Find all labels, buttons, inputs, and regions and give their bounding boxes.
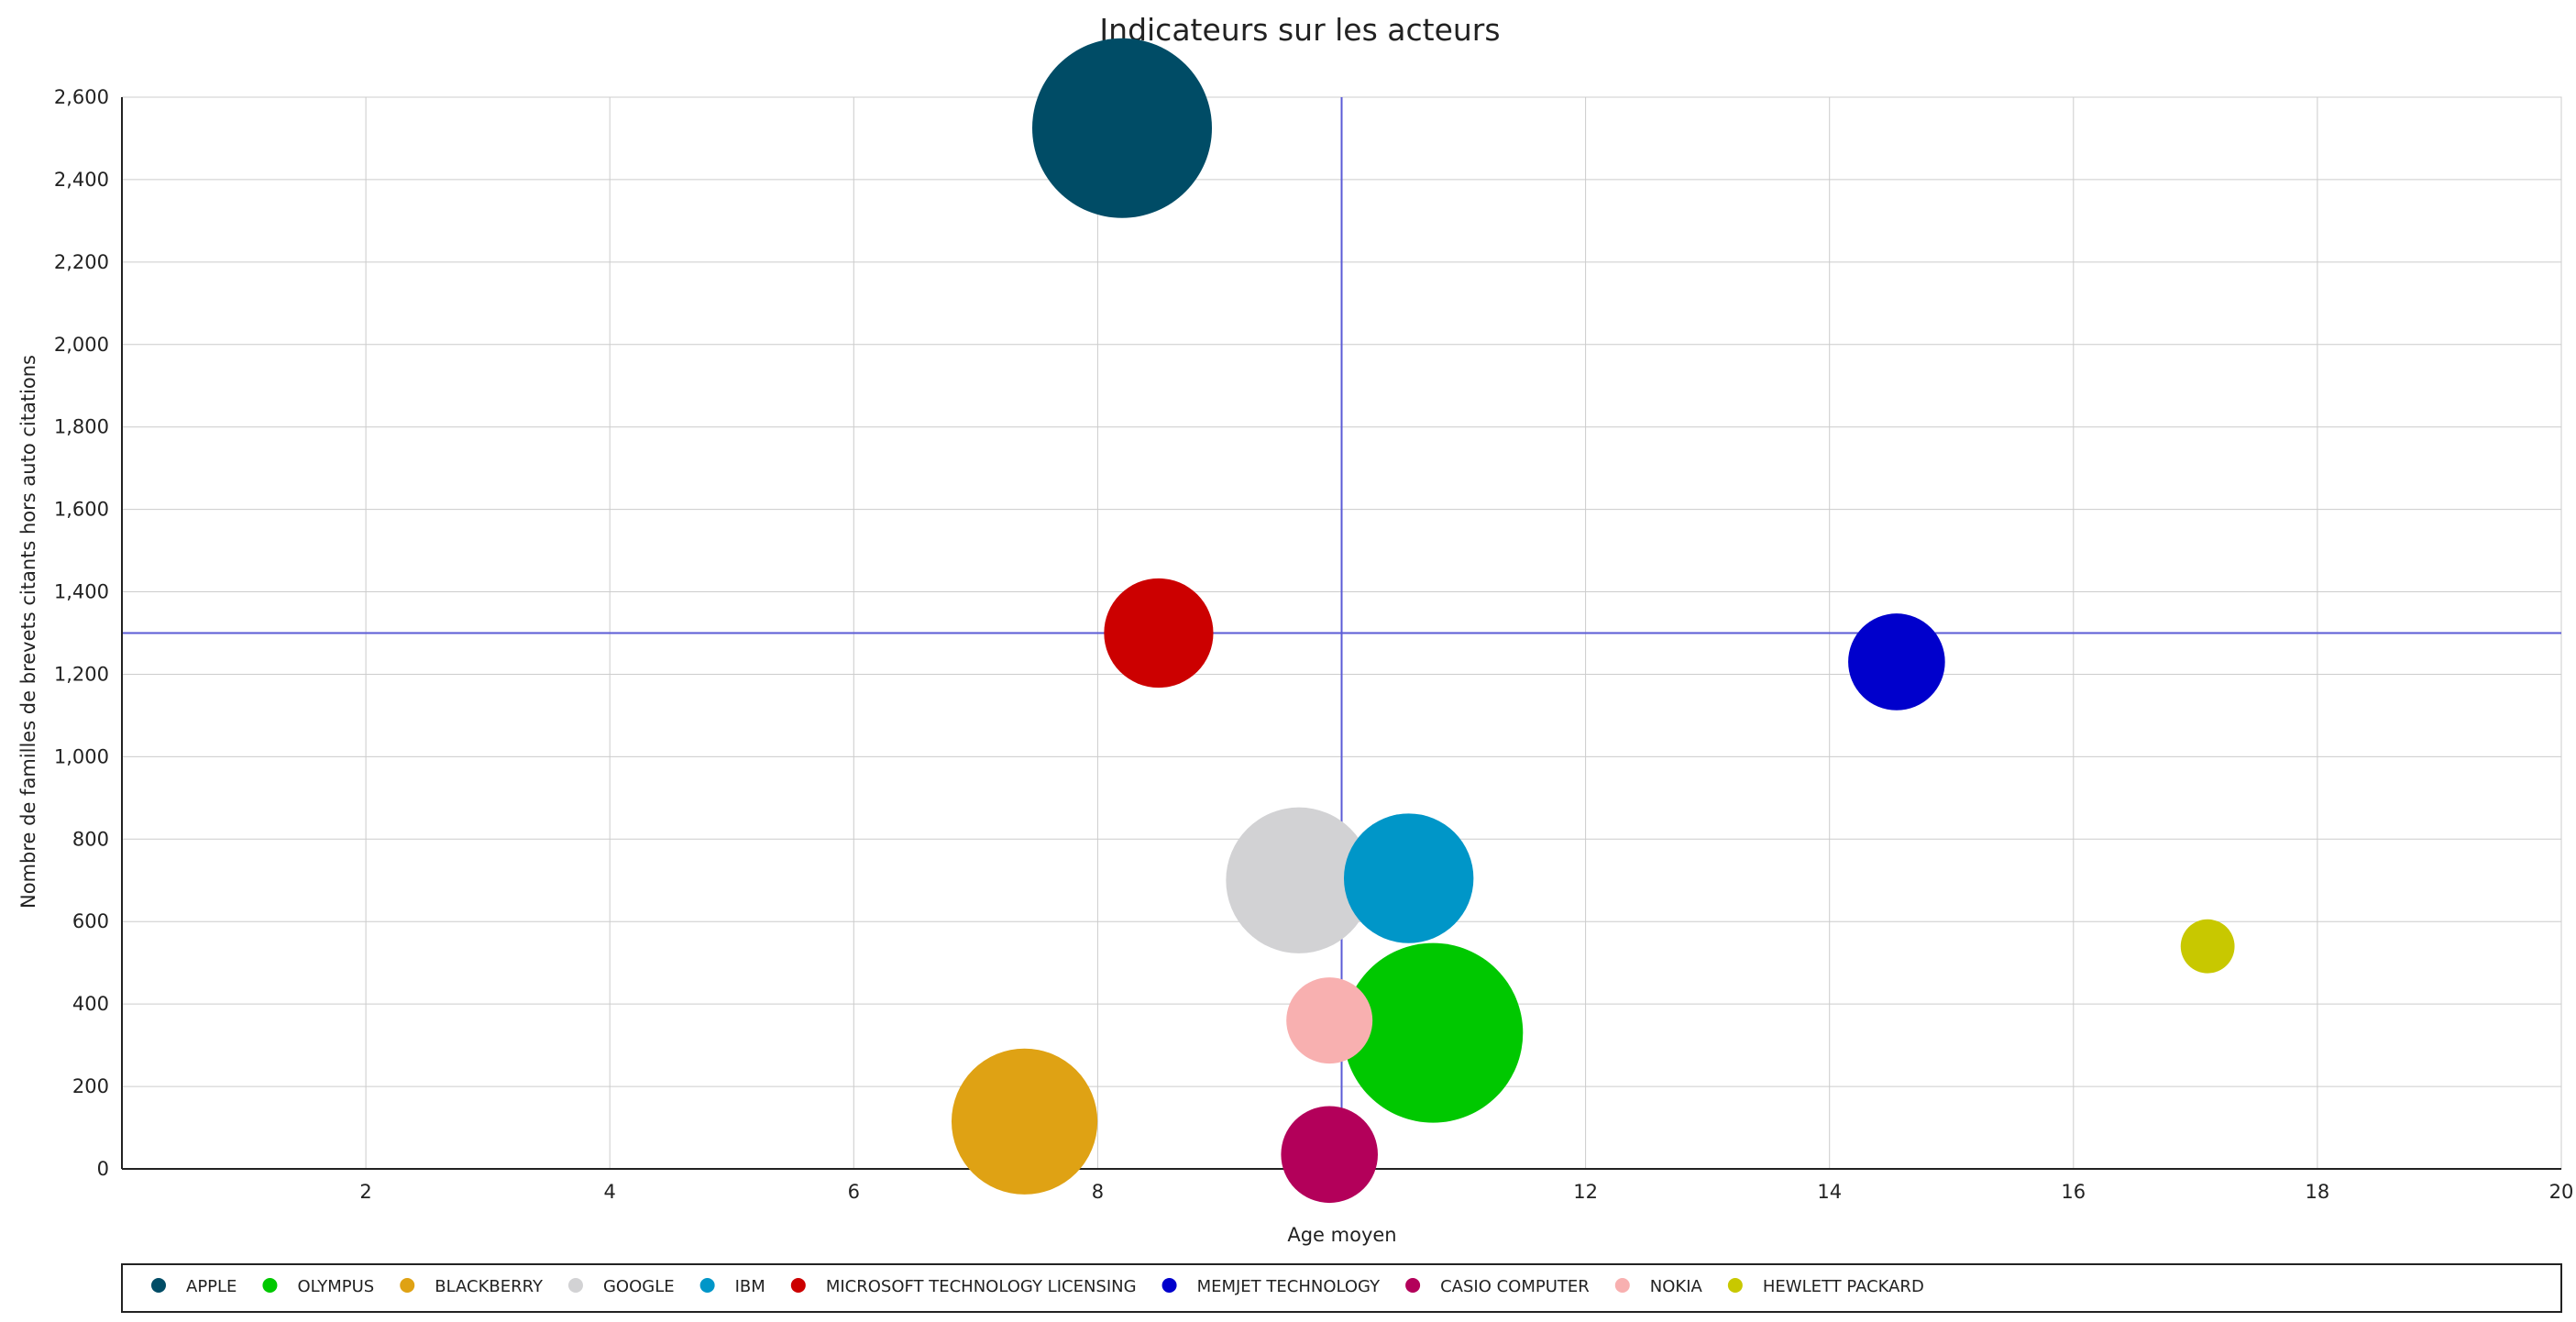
y-tick-label: 600 (72, 910, 109, 932)
x-axis-title: Age moyen (1287, 1224, 1396, 1246)
bubble-ibm (1344, 813, 1473, 942)
y-tick-label: 800 (72, 828, 109, 850)
x-tick-label: 2 (359, 1181, 371, 1203)
y-axis-title: Nombre de familles de brevets citants ho… (17, 355, 39, 909)
legend: APPLE OLYMPUS BLACKBERRY GOOGLE IBM MICROSOFT… (122, 1264, 2561, 1312)
legend-label-apple: APPLE (186, 1277, 237, 1296)
legend-label-olympus: OLYMPUS (297, 1277, 374, 1296)
bubble-microsoft-technology-licensing (1104, 578, 1213, 688)
legend-label-hewlett-packard: HEWLETT PACKARD (1763, 1277, 1924, 1296)
y-tick-label: 2,400 (54, 169, 109, 191)
y-tick-label: 2,200 (54, 251, 109, 273)
bubble-memjet-technology (1848, 613, 1945, 711)
x-tick-label: 4 (604, 1181, 616, 1203)
x-tick-label: 18 (2306, 1181, 2330, 1203)
x-tick-label: 14 (1817, 1181, 1842, 1203)
y-tick-label: 200 (72, 1075, 109, 1097)
legend-marker-memjet-technology (1162, 1278, 1177, 1293)
legend-label-blackberry: BLACKBERRY (435, 1277, 544, 1296)
legend-marker-apple (151, 1278, 166, 1293)
y-tick-label: 1,200 (54, 663, 109, 685)
x-tick-label: 12 (1573, 1181, 1598, 1203)
x-tick-label: 6 (848, 1181, 860, 1203)
bubble-apple (1032, 39, 1212, 218)
legend-marker-olympus (262, 1278, 277, 1293)
legend-label-nokia: NOKIA (1650, 1277, 1703, 1296)
y-tick-label: 2,600 (54, 86, 109, 108)
y-tick-label: 0 (97, 1158, 109, 1180)
bubble-hewlett-packard (2181, 920, 2235, 974)
bubble-nokia (1286, 977, 1372, 1063)
legend-marker-google (568, 1278, 583, 1293)
y-tick-label: 1,400 (54, 581, 109, 603)
legend-marker-nokia (1615, 1278, 1630, 1293)
legend-marker-ibm (700, 1278, 715, 1293)
legend-label-casio-computer: CASIO COMPUTER (1440, 1277, 1590, 1296)
chart-title: Indicateurs sur les acteurs (1099, 12, 1500, 48)
x-tick-label: 20 (2549, 1181, 2574, 1203)
y-tick-label: 400 (72, 993, 109, 1015)
legend-label-ibm: IBM (735, 1277, 765, 1296)
legend-label-memjet-technology: MEMJET TECHNOLOGY (1197, 1277, 1382, 1296)
legend-marker-microsoft-technology-licensing (791, 1278, 806, 1293)
bubble-casio-computer (1281, 1106, 1378, 1203)
legend-label-microsoft-technology-licensing: MICROSOFT TECHNOLOGY LICENSING (826, 1277, 1137, 1296)
legend-marker-casio-computer (1405, 1278, 1420, 1293)
y-tick-label: 1,600 (54, 499, 109, 521)
legend-marker-hewlett-packard (1728, 1278, 1743, 1293)
y-tick-label: 1,800 (54, 416, 109, 438)
legend-label-google: GOOGLE (603, 1277, 675, 1296)
y-tick-label: 2,000 (54, 334, 109, 356)
bubble-blackberry (952, 1049, 1097, 1195)
y-tick-label: 1,000 (54, 745, 109, 767)
legend-marker-blackberry (400, 1278, 414, 1293)
x-tick-label: 16 (2061, 1181, 2086, 1203)
x-tick-label: 8 (1092, 1181, 1104, 1203)
